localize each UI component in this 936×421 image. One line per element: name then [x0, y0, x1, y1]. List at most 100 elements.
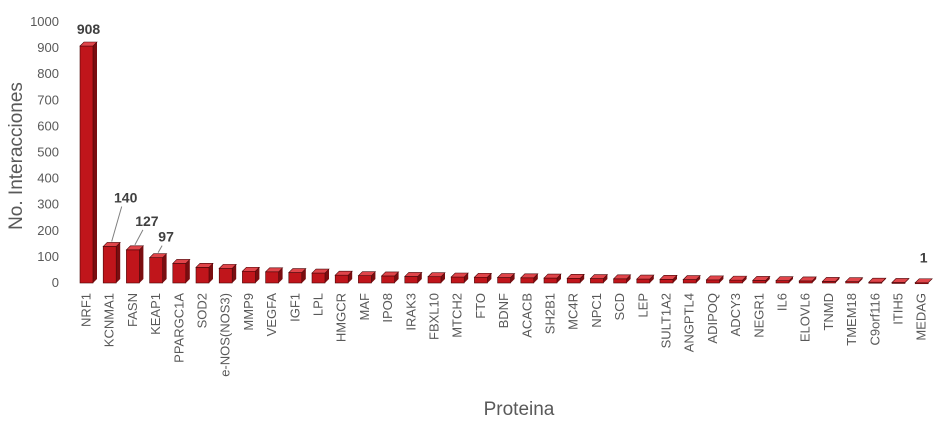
bar-ELOVL6: [798, 276, 817, 284]
y-tick-label: 100: [37, 249, 59, 264]
bar-NPC1: [589, 274, 609, 284]
bar-SOD2: [195, 263, 214, 284]
bar-front: [381, 275, 395, 284]
bar-NEGR1: [752, 276, 771, 284]
bar-front: [126, 249, 140, 284]
x-tick-label: LEP: [635, 293, 650, 318]
x-tick-label: SULT1A2: [659, 293, 674, 348]
bar-side: [603, 274, 608, 283]
x-tick-label: NRF1: [79, 293, 94, 327]
x-tick-label: TMEM18: [844, 293, 859, 346]
bar-side: [812, 276, 817, 283]
bar-front: [427, 276, 442, 284]
data-label-FASN: 127: [135, 213, 159, 229]
bar-IPO8: [380, 271, 400, 284]
x-tick-label: ELOVL6: [798, 293, 813, 342]
bar-KEAP1: [148, 253, 168, 284]
bar-side: [673, 275, 677, 283]
bar-ADCY3: [728, 275, 748, 284]
bar-top: [752, 276, 771, 281]
x-tick-label: MMP9: [241, 293, 256, 331]
x-tick-label: TNMD: [821, 293, 836, 331]
bar-top: [612, 274, 632, 280]
bar-top: [496, 273, 516, 278]
bar-front: [404, 276, 419, 284]
bar-ADIPOQ: [705, 275, 725, 284]
data-label-NRF1: 908: [77, 21, 101, 37]
bar-top: [288, 268, 307, 273]
bar-front: [195, 267, 210, 284]
bar-top: [264, 267, 284, 273]
y-tick-label: 700: [37, 92, 59, 107]
bar-front: [706, 279, 720, 284]
bar-MAF: [357, 271, 377, 284]
bar-side: [417, 272, 422, 283]
data-label-leaders: [111, 206, 163, 253]
bar-TNMD: [821, 277, 841, 284]
bar-LPL: [311, 268, 330, 284]
x-tick-label: SOD2: [195, 293, 210, 328]
bar-side: [371, 271, 376, 283]
data-label-KEAP1: 97: [158, 229, 174, 245]
bar-side: [209, 263, 213, 283]
x-axis-tick-labels: NRF1 KCNMA1 FASN KEAP1 PPARGC1A SOD2 e-NOS(NOS…: [79, 293, 929, 377]
bar-front: [636, 278, 651, 284]
bar-side: [696, 275, 701, 283]
bar-top: [404, 272, 423, 277]
bar-top: [844, 277, 864, 282]
x-tick-label: KEAP1: [148, 293, 163, 335]
x-tick-label: VEGFA: [264, 293, 279, 337]
x-tick-label: NEGR1: [751, 293, 766, 338]
data-label-KCNMA1: 140: [114, 189, 138, 205]
bar-side: [162, 253, 167, 283]
bar-front: [149, 257, 163, 284]
leader-line: [111, 206, 123, 242]
x-tick-label: MC4R: [566, 293, 581, 330]
bar-top: [334, 270, 353, 276]
bar-front: [218, 268, 233, 284]
bar-top: [659, 275, 678, 280]
bar-side: [649, 275, 654, 283]
bar-top: [682, 275, 701, 280]
bar-top: [705, 275, 725, 281]
x-tick-label: ACACB: [519, 293, 534, 338]
bar-side: [394, 271, 399, 283]
bar-front: [172, 263, 187, 284]
bar-top: [125, 245, 145, 251]
bar-ITIH5: [891, 278, 910, 284]
bar-side: [139, 245, 144, 283]
bar-top: [868, 277, 887, 283]
bar-side: [185, 259, 190, 283]
bar-MMP9: [241, 266, 261, 284]
bar-side: [533, 273, 538, 283]
x-tick-label: IGF1: [287, 293, 302, 322]
bar-top: [728, 275, 748, 281]
bar-top: [821, 277, 841, 282]
bar-NRF1: [79, 41, 98, 284]
y-axis-ticks: 0 100 200 300 400 500 600 700 800 900 1000: [30, 14, 59, 290]
x-axis-title: Proteina: [484, 399, 555, 420]
x-tick-label: FTO: [473, 293, 488, 319]
x-tick-label: IL6: [775, 293, 790, 311]
bar-side: [116, 242, 121, 283]
bar-side: [301, 268, 306, 283]
bar-top: [357, 271, 377, 276]
bar-side: [464, 272, 469, 283]
bar-top: [566, 274, 585, 279]
bar-top: [450, 272, 469, 278]
bar-IL6: [775, 276, 794, 284]
bar-top: [589, 274, 609, 279]
bar-side: [325, 269, 329, 283]
bar-side: [232, 264, 237, 283]
bar-front: [590, 278, 604, 284]
bar-side: [626, 274, 631, 283]
bar-side: [510, 273, 515, 283]
x-tick-label: MAF: [357, 293, 372, 321]
bar-front: [659, 279, 674, 284]
bar-MEDAG: [914, 278, 933, 285]
bar-PPARGC1A: [172, 259, 191, 284]
bar-front: [729, 279, 743, 284]
bar-FTO: [473, 272, 493, 284]
bar-top: [473, 272, 493, 278]
bar-top: [914, 278, 933, 284]
